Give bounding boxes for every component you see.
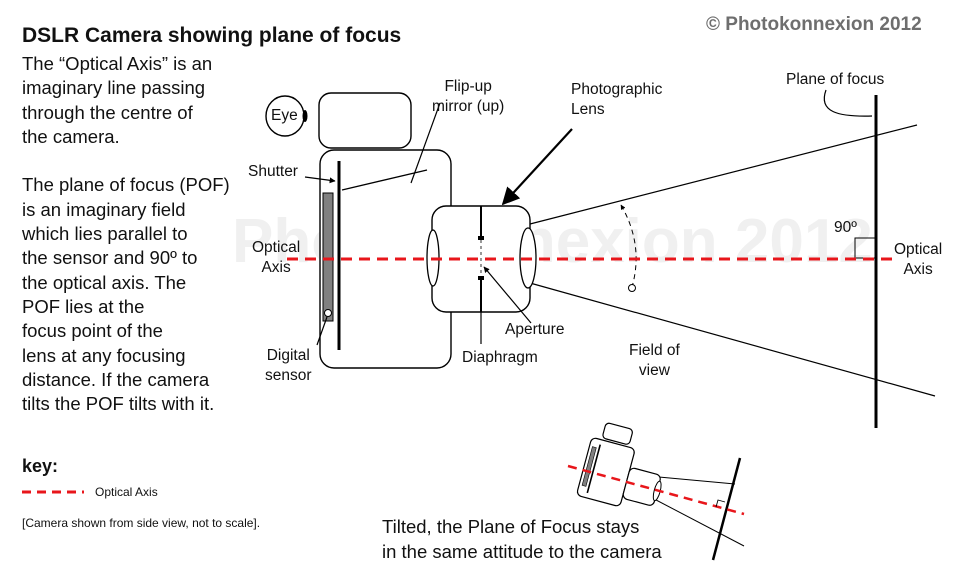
tilted-sensor [581, 446, 597, 487]
description-line: The “Optical Axis” is an [22, 53, 213, 74]
aperture-mark-lower [478, 276, 484, 280]
optical-axis-right-label-line: Axis [903, 261, 933, 278]
tilted-viewfinder [602, 422, 633, 445]
flip-mirror-label: Flip-up mirror (up) [432, 77, 504, 117]
viewfinder-housing [318, 92, 412, 149]
flip-mirror-label-line: mirror (up) [432, 98, 505, 115]
diaphragm-label: Diaphragm [462, 349, 538, 366]
plane-of-focus-label: Plane of focus [786, 71, 885, 88]
digital-sensor [322, 192, 334, 322]
photographic-lens-label: Photographic Lens [571, 80, 662, 120]
tilted-caption-line: Tilted, the Plane of Focus stays [382, 516, 640, 537]
sensor-callout-line [316, 316, 328, 346]
flip-mirror-callout-line [410, 102, 441, 184]
optical-axis-left-label-line: Axis [261, 259, 291, 276]
description-line: the camera. [22, 125, 120, 147]
description-line: The plane of focus (POF) [22, 174, 230, 196]
field-of-view-label-line: view [638, 362, 670, 379]
key-optical-axis-label: Optical Axis [95, 485, 158, 499]
shutter-callout-arrow [304, 176, 336, 184]
field-of-view-marker [628, 284, 636, 292]
tilted-plane-of-focus [711, 457, 742, 561]
description-line: through the centre of [22, 101, 193, 123]
copyright-notice: © Photokonnexion 2012 [706, 14, 922, 35]
field-of-view-arc [620, 204, 637, 288]
tilted-caption: Tilted, the Plane of Focus stays in the … [382, 514, 662, 564]
flip-up-mirror [341, 169, 428, 191]
shutter-label: Shutter [248, 163, 298, 180]
eye-label: Eye [271, 107, 298, 124]
description-line: is an imaginary field [22, 198, 186, 220]
sensor-focus-point [324, 309, 332, 317]
key-title: key: [22, 456, 59, 476]
field-of-view-upper-line [529, 124, 918, 225]
field-of-view-label-line: Field of [629, 342, 680, 359]
description-paragraph: The “Optical Axis” is an imaginary line … [22, 52, 230, 416]
description-line: the sensor and 90º to [22, 247, 198, 269]
optical-axis-right-label-line: Optical [894, 241, 943, 258]
optical-axis-left-label-line: Optical [252, 239, 301, 256]
lens-callout-arrow [501, 128, 573, 206]
flip-mirror-label-line: Flip-up [444, 78, 492, 95]
aperture-mark-upper [478, 236, 484, 240]
digital-sensor-label-line: sensor [265, 367, 312, 384]
aperture-callout-arrow [483, 266, 532, 324]
description-gap [22, 149, 230, 173]
field-of-view-label: Field of view [629, 341, 680, 381]
field-of-view-lower-line [529, 282, 936, 397]
description-line: lens at any focusing [22, 344, 186, 366]
digital-sensor-label: Digital sensor [265, 346, 312, 386]
angle-label: 90º [834, 219, 857, 236]
scale-note: [Camera shown from side view, not to sca… [22, 516, 261, 530]
optical-axis-right-label: Optical Axis [894, 240, 942, 280]
description-line: imaginary line passing [22, 77, 206, 99]
tilted-shutter [586, 444, 602, 494]
description-line: tilts the POF tilts with it. [22, 393, 215, 415]
optical-axis-left-label: Optical Axis [252, 238, 300, 278]
digital-sensor-label-line: Digital [266, 347, 310, 364]
tilted-right-angle-marker [715, 499, 726, 508]
photographic-lens-label-line: Photographic [571, 81, 663, 98]
description-line: which lies parallel to [22, 223, 188, 245]
description-line: POF lies at the [22, 295, 145, 317]
tilted-caption-line: in the same attitude to the camera [382, 541, 662, 562]
eye-pupil [302, 110, 308, 122]
page-title: DSLR Camera showing plane of focus [22, 24, 402, 47]
description-line: the optical axis. The [22, 271, 187, 293]
aperture-label: Aperture [505, 321, 565, 338]
tilted-camera-illustration [567, 422, 745, 561]
photographic-lens-label-line: Lens [571, 101, 605, 118]
description-line: distance. If the camera [22, 368, 210, 390]
tilted-optical-axis [567, 464, 745, 516]
plane-of-focus-callout [823, 89, 873, 117]
description-line: focus point of the [22, 320, 163, 342]
